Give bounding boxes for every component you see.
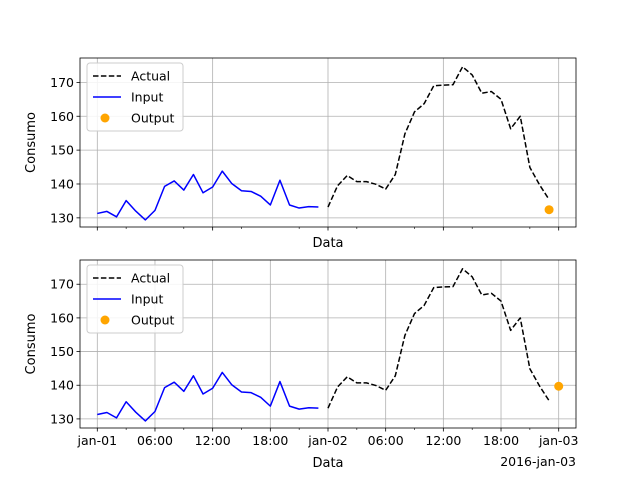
output-point	[544, 205, 554, 215]
legend: Actual Input Output	[86, 62, 184, 132]
actual-series-line	[327, 66, 550, 208]
x-axis-label: Data	[312, 236, 343, 251]
actual-series-line	[327, 268, 550, 409]
chart-panel-2: jan-01 06:00 12:00 18:00 jan-02 06:00 12:00 18:…	[24, 259, 578, 471]
x-tick-label: 06:00	[137, 433, 173, 448]
legend-label: Output	[131, 313, 175, 328]
x-tick-label: 06:00	[368, 433, 404, 448]
legend-box	[86, 264, 184, 334]
legend-label: Input	[131, 90, 163, 105]
input-series-line	[97, 371, 319, 422]
input-series-line	[97, 170, 319, 221]
y-tick-label: 150	[50, 143, 74, 158]
chart-panel-1: 130 140 150 160 170 Data Consumo Actual Input Out…	[24, 57, 577, 251]
y-tick-label: 170	[50, 75, 74, 90]
legend-box	[86, 62, 184, 132]
legend-label: Output	[131, 111, 175, 126]
x-axis-label: Data	[312, 456, 343, 471]
y-tick-label: 130	[50, 411, 74, 426]
y-tick-label: 140	[50, 378, 74, 393]
output-point	[554, 381, 564, 391]
x-tick-label: jan-02	[307, 433, 347, 448]
x-tick-label: 18:00	[483, 433, 519, 448]
x-tick-label: jan-01	[77, 433, 117, 448]
x-tick-label: 18:00	[252, 433, 288, 448]
legend: Actual Input Output	[86, 264, 184, 334]
legend-label: Input	[131, 292, 163, 307]
y-tick-label: 170	[50, 277, 74, 292]
y-tick-label: 140	[50, 176, 74, 191]
y-tick-label: 160	[50, 310, 74, 325]
x-tick-label: 12:00	[195, 433, 231, 448]
y-tick-label: 160	[50, 109, 74, 124]
y-tick-label: 130	[50, 210, 74, 225]
legend-label: Actual	[131, 271, 170, 286]
y-axis-label: Consumo	[24, 314, 39, 375]
legend-label: Actual	[131, 69, 170, 84]
x-tick-label: 12:00	[425, 433, 461, 448]
legend-marker-output	[100, 315, 110, 325]
y-tick-label: 150	[50, 344, 74, 359]
y-axis-label: Consumo	[24, 112, 39, 173]
date-offset-label: 2016-jan-03	[500, 454, 576, 469]
x-tick-label: jan-03	[538, 433, 578, 448]
legend-marker-output	[100, 113, 110, 123]
